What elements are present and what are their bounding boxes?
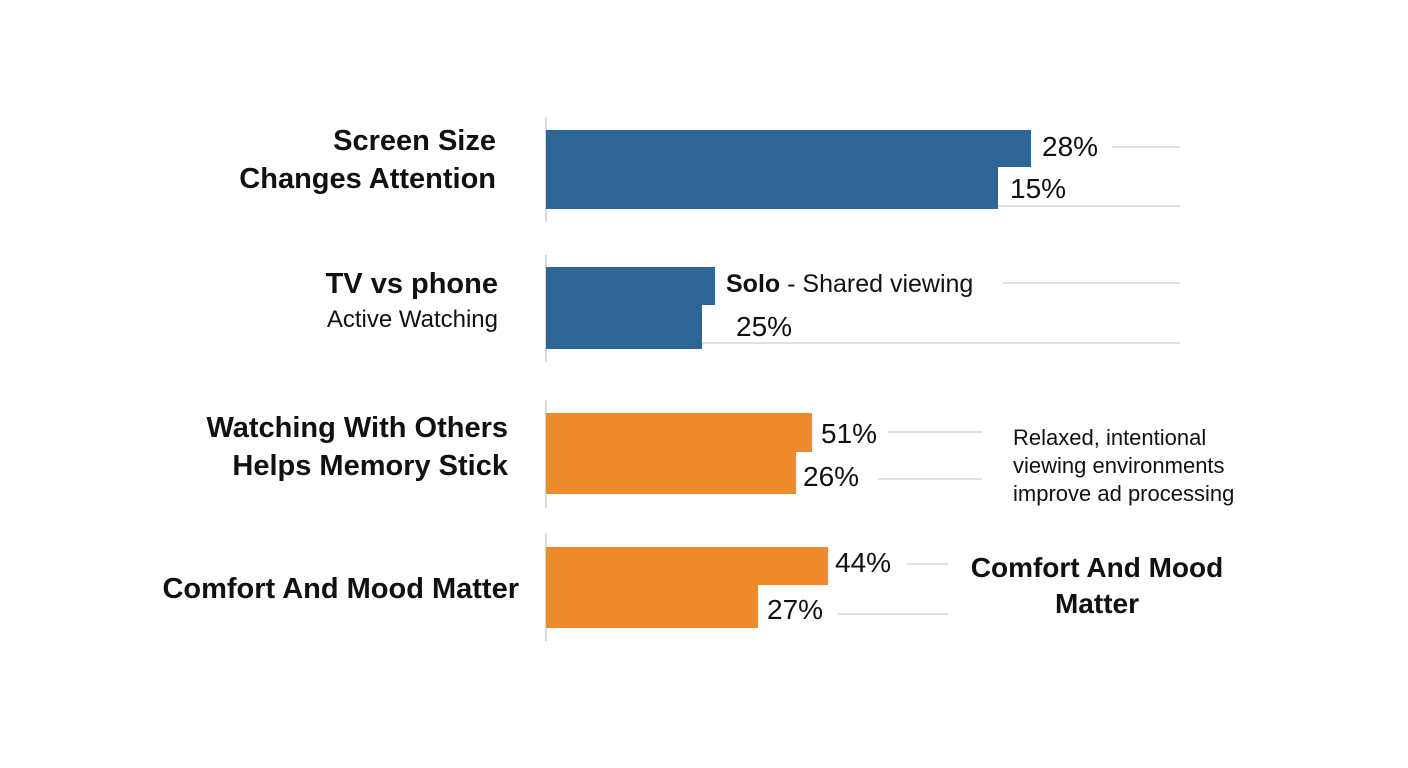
bar-value-label: 27%: [767, 594, 823, 626]
group-title-line: Comfort And Mood Matter: [162, 573, 519, 605]
group-subtitle: Active Watching: [326, 306, 498, 333]
bar-label-text: 26%: [803, 461, 860, 492]
bar-label-text: 44%: [835, 547, 892, 578]
group-title: Screen Size Changes Attention: [239, 122, 496, 198]
annotation-line: Comfort And Mood: [970, 552, 1224, 583]
group-title-line: TV vs phone: [325, 268, 498, 300]
annotation: Relaxed, intentional viewing environments…: [1013, 424, 1234, 508]
group-title-line: Changes Attention: [239, 163, 496, 195]
bar-label-text: 15%: [1010, 173, 1067, 204]
bar-value-label: 25%: [736, 311, 792, 343]
bar-label-text: 28%: [1042, 131, 1099, 162]
bar-value-label: 44%: [835, 547, 891, 579]
bar-value-label: 26%: [803, 461, 859, 493]
annotation-line: Relaxed, intentional: [1013, 425, 1207, 450]
bar-label-text: 51%: [821, 418, 878, 449]
bar-label-text: 27%: [767, 594, 824, 625]
bar-label-text: - Shared viewing: [780, 270, 974, 298]
group-title: Comfort And Mood Matter: [162, 570, 519, 608]
annotation-line: improve ad processing: [1013, 481, 1235, 506]
bar-3-1: [546, 413, 812, 452]
group-title-line: Screen Size: [333, 125, 496, 157]
bar-value-label: 28%: [1042, 131, 1098, 163]
group-title-line: Helps Memory Stick: [232, 450, 508, 482]
bar-value-label: 51%: [821, 418, 877, 450]
group-title-line: Watching With Others: [206, 412, 508, 444]
bar-value-label: Solo - Shared viewing: [726, 268, 973, 300]
bar-label-text: 25%: [736, 311, 793, 342]
bar-2-1: [546, 267, 715, 305]
bar-3-2: [546, 452, 796, 494]
bar-value-label: 15%: [1010, 173, 1066, 205]
annotation-line: Matter: [1054, 588, 1139, 619]
bar-4-1: [546, 547, 828, 585]
bar-1-2: [546, 167, 998, 209]
bar-4-2: [546, 585, 758, 628]
bar-label-bold: Solo: [726, 270, 781, 298]
group-title: TV vs phone: [326, 265, 498, 303]
annotation-bold: Comfort And Mood Matter: [957, 550, 1237, 622]
group-title: Watching With Others Helps Memory Stick: [206, 409, 508, 485]
bar-2-2: [546, 305, 702, 349]
bar-1-1: [546, 130, 1031, 167]
annotation-line: viewing environments: [1013, 453, 1225, 478]
